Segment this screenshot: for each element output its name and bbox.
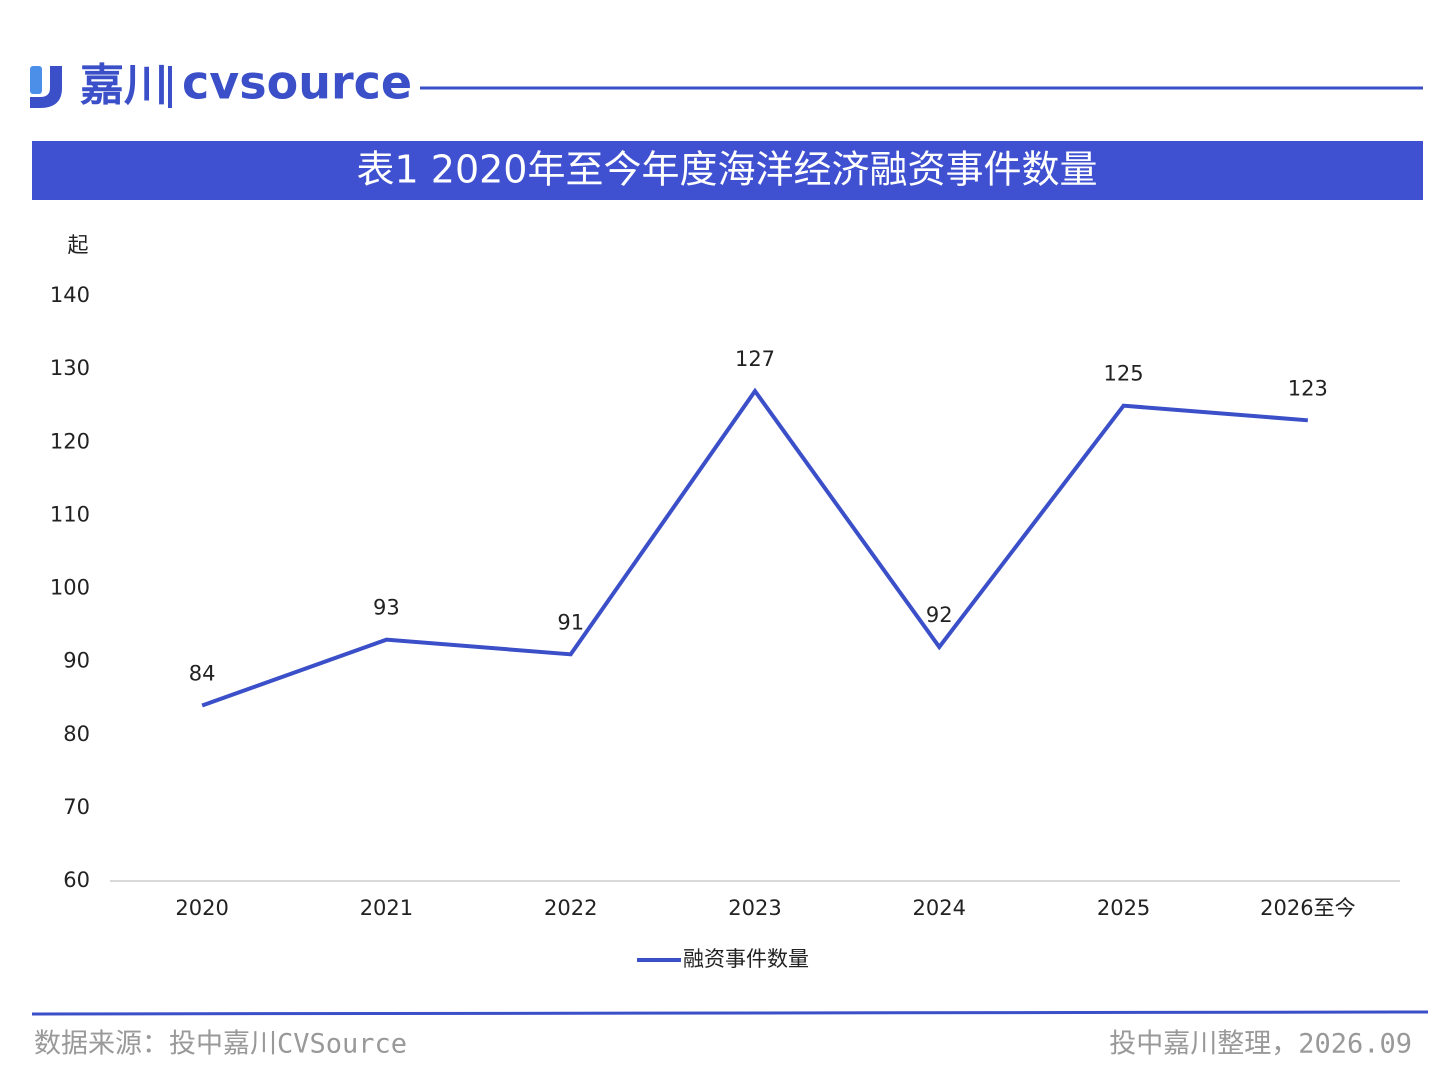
logo-icon [30, 66, 42, 94]
x-tick-label: 2022 [544, 896, 597, 920]
y-tick-label: 100 [50, 576, 90, 600]
footer-rule [31, 1010, 1429, 1016]
footer-source: 数据来源：投中嘉川CVSource [34, 1029, 407, 1060]
logo-brand: cvsource [182, 56, 412, 110]
legend-label: 融资事件数量 [683, 947, 809, 971]
data-label: 84 [189, 662, 216, 686]
y-tick-label: 140 [50, 283, 90, 307]
data-label: 93 [373, 596, 400, 620]
logo-icon [30, 66, 62, 108]
x-tick-label: 2026至今 [1260, 896, 1355, 920]
y-axis-label: 起 [68, 233, 89, 257]
footer-note: 投中嘉川整理，2026.09 [1109, 1029, 1412, 1060]
data-line [201, 387, 1309, 708]
title-bar [32, 141, 1423, 200]
logo-divider [168, 66, 172, 108]
y-tick-label: 70 [63, 795, 90, 819]
x-tick-label: 2023 [728, 896, 781, 920]
data-label: 125 [1104, 362, 1144, 386]
chart-title: 表1 2020年至今年度海洋经济融资事件数量 [357, 148, 1098, 192]
x-tick-label: 2024 [913, 896, 966, 920]
y-tick-label: 90 [63, 649, 90, 673]
logo: 嘉川 cvsource [30, 56, 412, 111]
y-tick-label: 120 [50, 429, 90, 453]
y-tick-label: 60 [63, 868, 90, 892]
y-tick-label: 80 [63, 722, 90, 746]
data-label: 123 [1288, 376, 1328, 400]
y-tick-label: 130 [50, 356, 90, 380]
x-tick-label: 2025 [1097, 896, 1150, 920]
x-tick-label: 2020 [175, 896, 228, 920]
x-tick-label: 2021 [360, 896, 413, 920]
data-label: 127 [735, 347, 775, 371]
y-tick-label: 110 [50, 502, 90, 526]
data-label: 91 [557, 610, 584, 634]
logo-name: 嘉川 [80, 60, 168, 111]
data-label: 92 [926, 603, 953, 627]
